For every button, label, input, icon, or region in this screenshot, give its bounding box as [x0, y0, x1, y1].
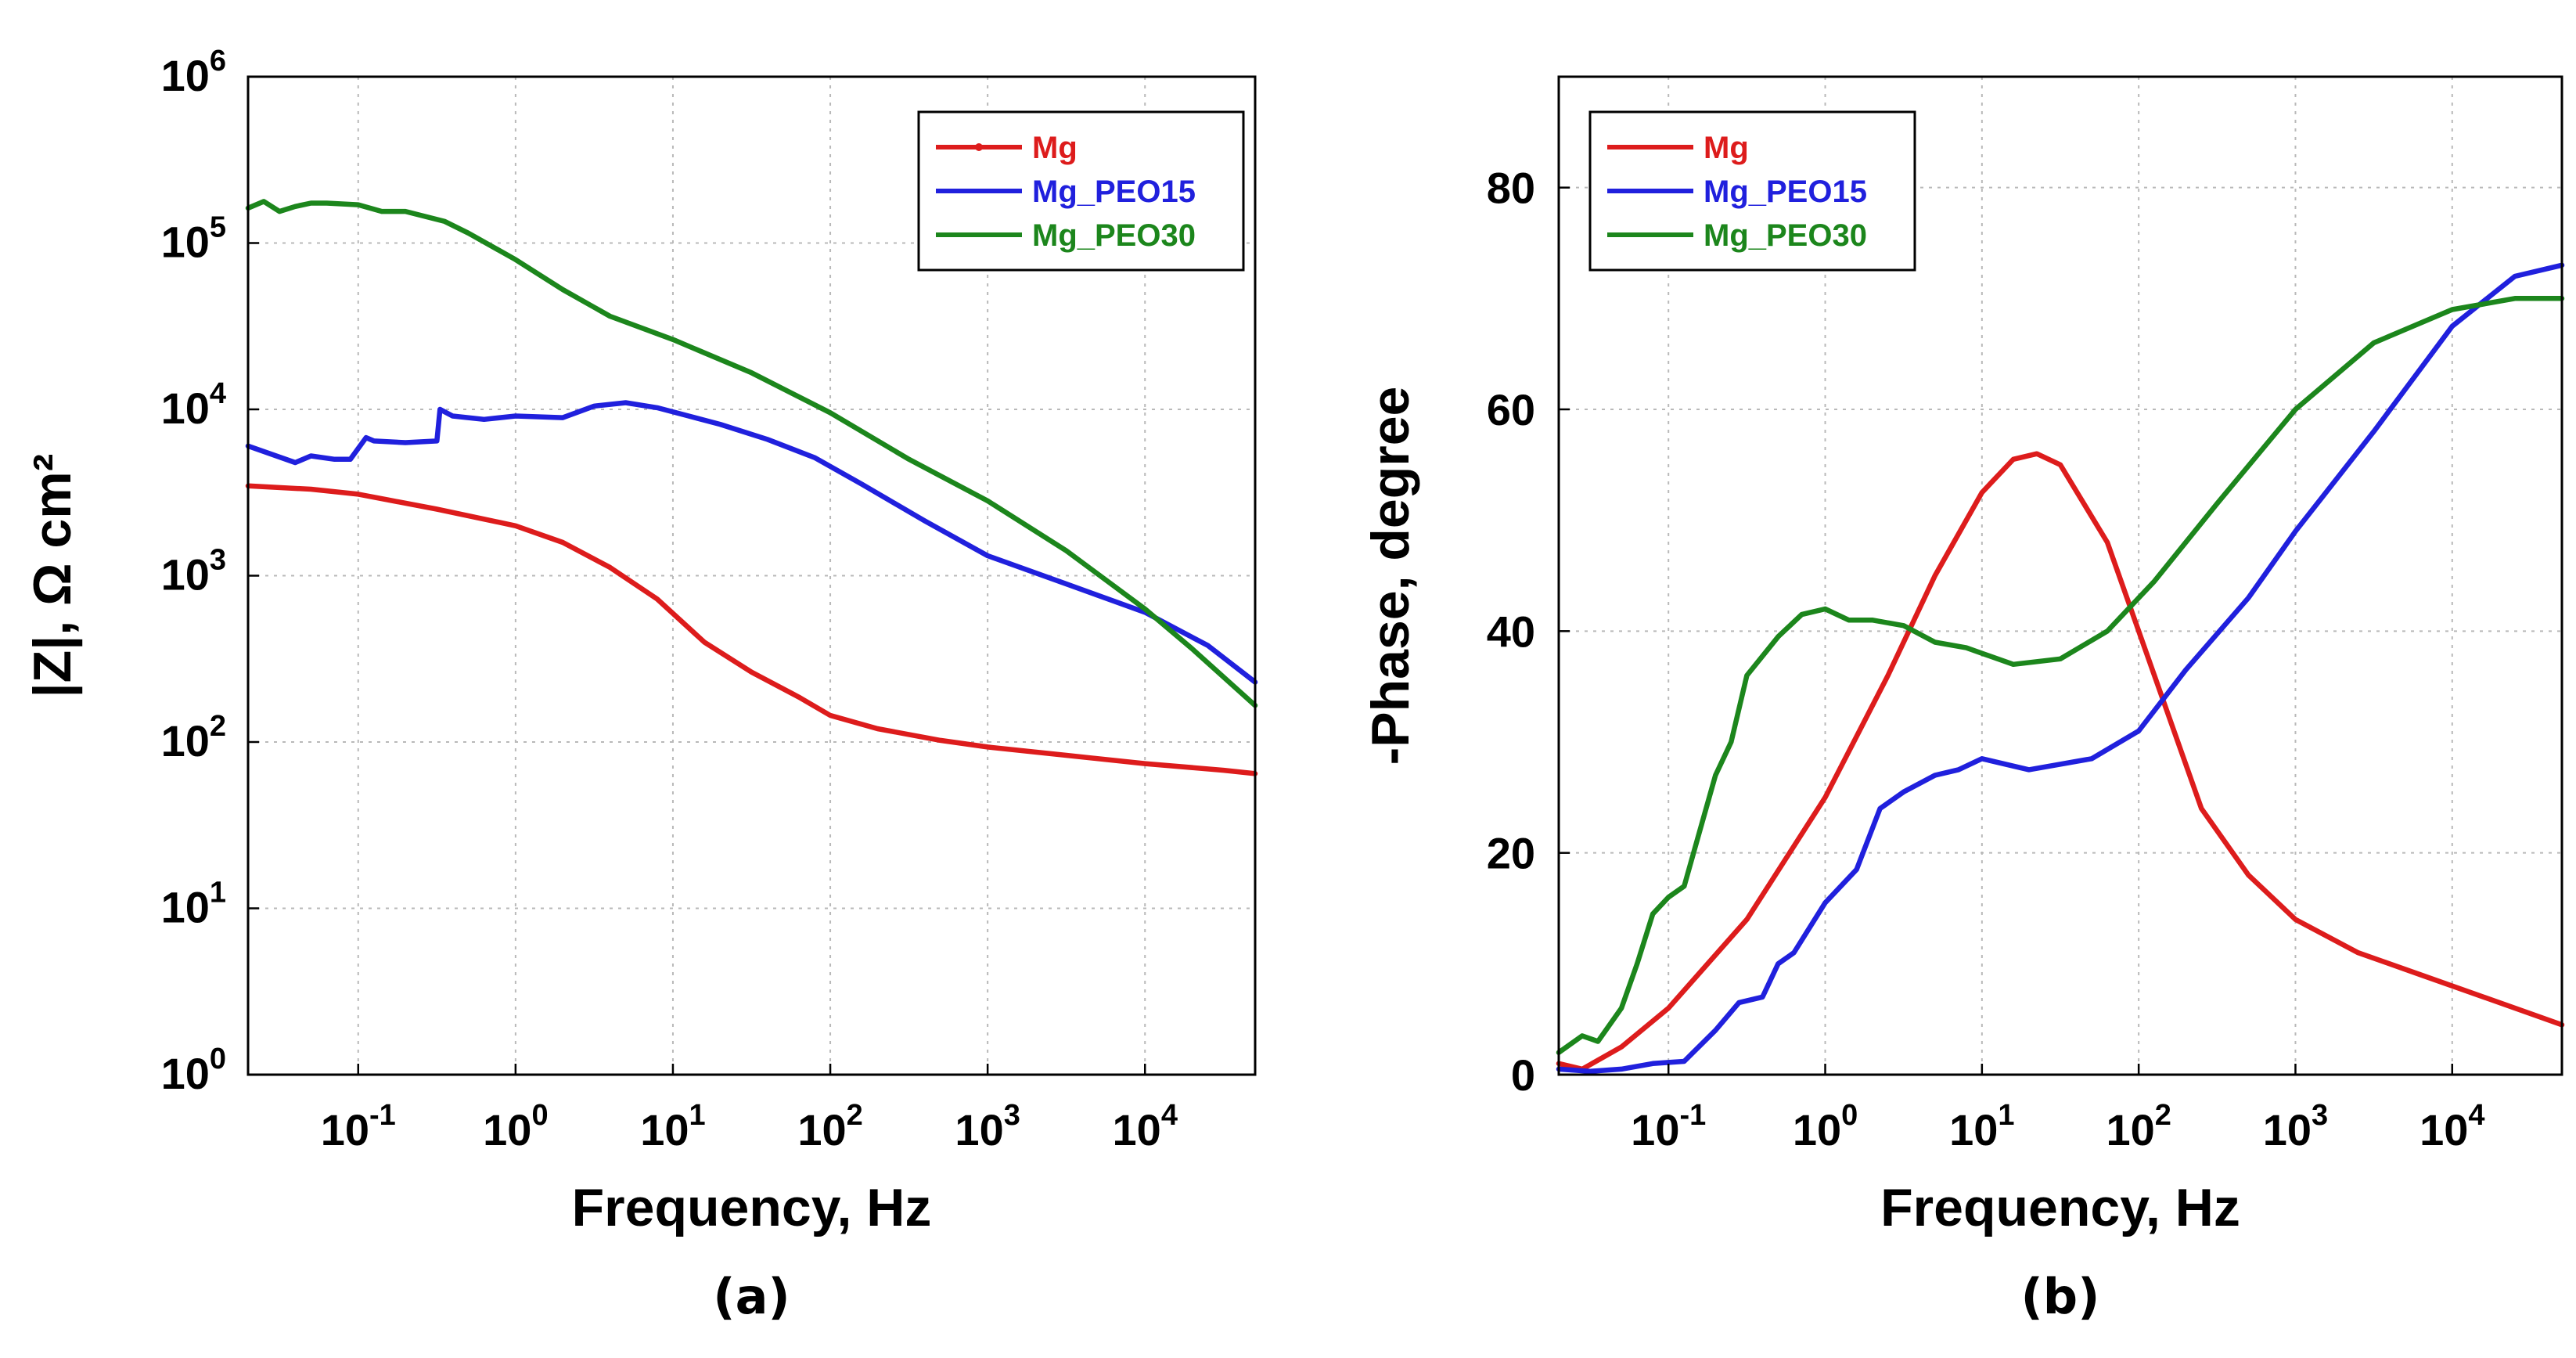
y-axis-title: -Phase, degree — [1361, 387, 1420, 765]
x-tick-label: 104 — [2419, 1099, 2484, 1154]
x-tick-label: 101 — [1949, 1099, 2014, 1154]
x-tick-label: 103 — [2263, 1099, 2328, 1154]
x-axis-title: Frequency, Hz — [1880, 1178, 2240, 1237]
chart-a: 10-1 100 101 102 103 104 100 101 102 103 104 105 106… — [23, 45, 1258, 1325]
x-axis-title: Frequency, Hz — [572, 1178, 932, 1237]
series-line-mg — [1556, 451, 2565, 1072]
legend-entry-mg-peo30: Mg_PEO30 — [1704, 218, 1867, 253]
x-tick-label: 104 — [1113, 1099, 1178, 1154]
legend-entry-mg-peo15: Mg_PEO15 — [1032, 175, 1196, 209]
series-line-mg-peo15 — [245, 400, 1258, 685]
plot-area — [1557, 75, 2563, 1076]
x-tick-label: 101 — [640, 1099, 705, 1154]
x-tick-label: 102 — [2106, 1099, 2171, 1154]
legend-entry-mg-peo30: Mg_PEO30 — [1032, 218, 1196, 253]
legend-entry-mg: Mg — [1032, 131, 1078, 165]
y-tick-label: 104 — [161, 377, 226, 433]
legend-entry-mg: Mg — [1704, 131, 1749, 165]
y-axis-title: |Z|, Ω cm² — [23, 454, 83, 698]
x-tick-label: 100 — [483, 1099, 548, 1154]
series-line-mg-peo15 — [1556, 262, 2565, 1075]
y-tick-label: 0 — [1511, 1050, 1535, 1100]
x-tick-label: 100 — [1793, 1099, 1858, 1154]
y-tick-label: 20 — [1487, 829, 1535, 878]
y-tick-label: 80 — [1487, 164, 1535, 213]
y-tick-label: 40 — [1487, 607, 1535, 656]
x-tick-label: 10-1 — [321, 1099, 396, 1154]
chart-b: 10-1 100 101 102 103 104 0 20 40 60 80 Frequency, H… — [1361, 75, 2565, 1325]
panel-label: (b) — [2020, 1268, 2099, 1325]
y-tick-label: 105 — [161, 211, 226, 267]
y-tick-label: 100 — [161, 1043, 226, 1098]
y-tick-label: 102 — [161, 710, 226, 765]
x-tick-label: 102 — [797, 1099, 862, 1154]
x-tick-label: 103 — [955, 1099, 1020, 1154]
legend-entry-mg-peo15: Mg_PEO15 — [1704, 175, 1867, 209]
y-tick-label: 101 — [161, 877, 226, 932]
y-tick-label: 60 — [1487, 385, 1535, 434]
legend: Mg Mg_PEO15 Mg_PEO30 — [1588, 110, 1916, 272]
legend: Mg Mg_PEO15 Mg_PEO30 — [917, 110, 1245, 272]
series-line-mg-peo30 — [245, 199, 1258, 708]
y-tick-label: 103 — [161, 544, 226, 600]
series-line-mg — [245, 483, 1258, 776]
legend-marker-mg — [975, 143, 983, 151]
panel-label: (a) — [713, 1268, 790, 1325]
x-tick-label: 10-1 — [1631, 1099, 1706, 1154]
series-line-mg-peo30 — [1556, 296, 2565, 1055]
y-tick-label: 106 — [161, 45, 226, 100]
